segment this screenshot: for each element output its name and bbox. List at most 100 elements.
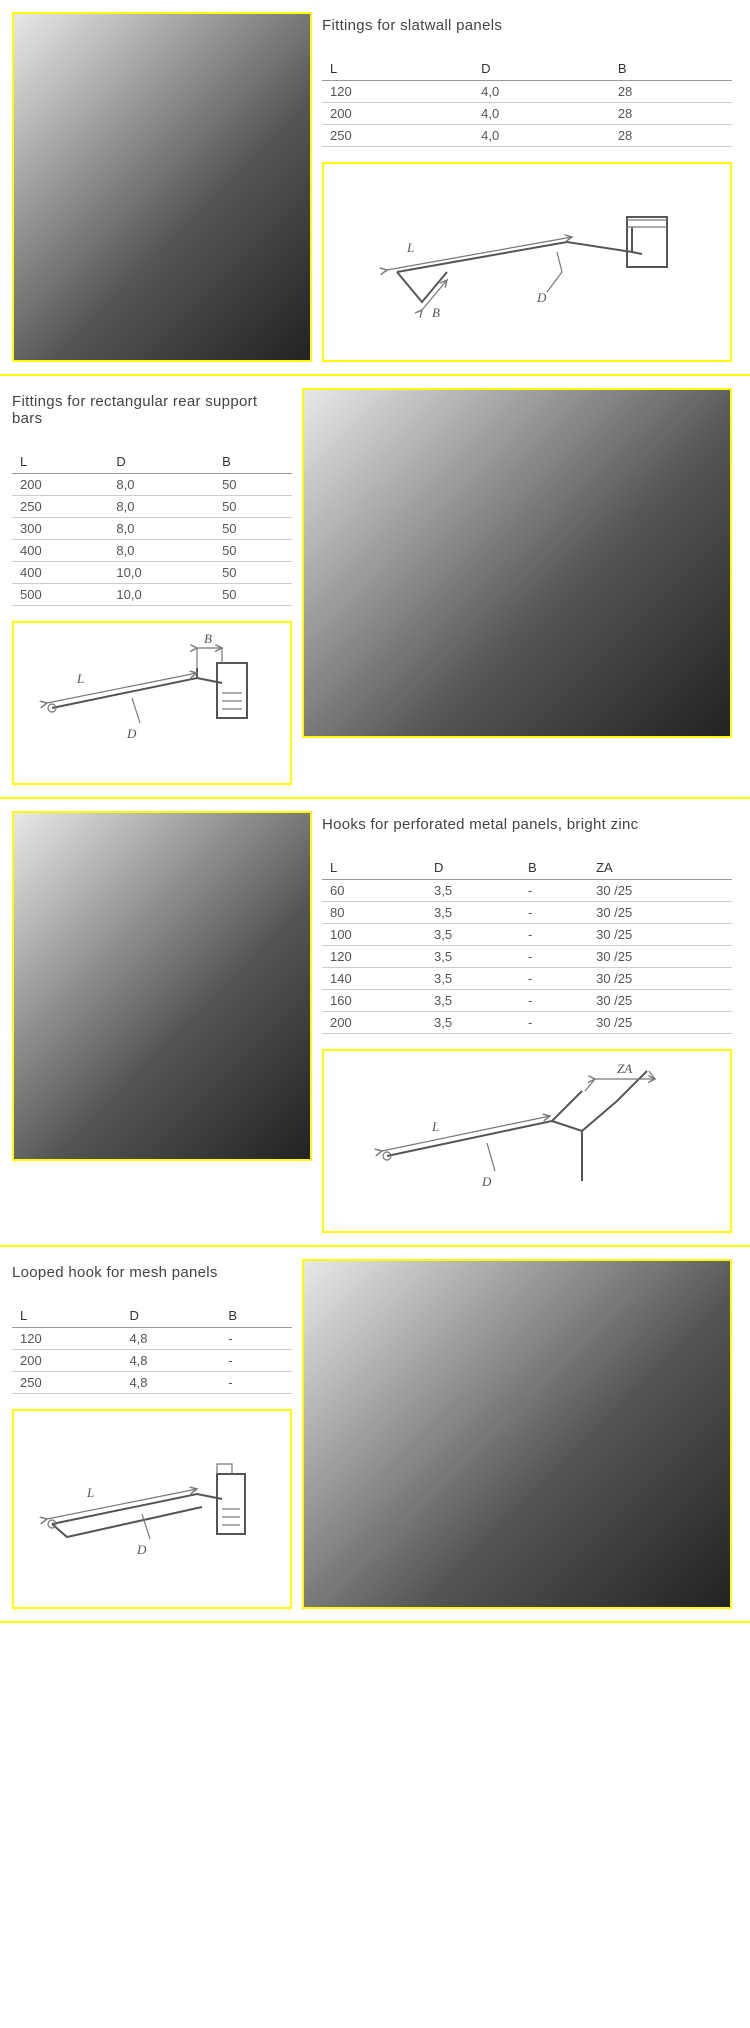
cell: - — [220, 1350, 292, 1372]
cell: - — [520, 990, 588, 1012]
cell: 100 — [322, 924, 426, 946]
table-row: 2508,050 — [12, 496, 292, 518]
cell: 160 — [322, 990, 426, 1012]
cell: - — [520, 924, 588, 946]
product-info: Hooks for perforated metal panels, brigh… — [322, 811, 732, 1233]
cell: 120 — [322, 81, 473, 103]
cell: 50 — [214, 584, 292, 606]
cell: 3,5 — [426, 1012, 520, 1034]
product-block: Looped hook for mesh panelsLDB1204,8-200… — [0, 1247, 750, 1623]
product-block: Hooks for perforated metal panels, brigh… — [0, 799, 750, 1247]
table-row: 1603,5-30 /25 — [322, 990, 732, 1012]
product-title: Hooks for perforated metal panels, brigh… — [322, 811, 732, 841]
table-row: 1204,8- — [12, 1328, 292, 1350]
cell: 60 — [322, 880, 426, 902]
col-header: L — [12, 1304, 121, 1328]
table-row: 3008,050 — [12, 518, 292, 540]
cell: 28 — [610, 81, 732, 103]
cell: 50 — [214, 496, 292, 518]
cell: 3,5 — [426, 924, 520, 946]
table-row: 2004,8- — [12, 1350, 292, 1372]
cell: 250 — [322, 125, 473, 147]
cell: 500 — [12, 584, 108, 606]
product-block: Fittings for slatwall panelsLDB1204,0282… — [0, 0, 750, 376]
table-row: 2003,5-30 /25 — [322, 1012, 732, 1034]
col-header: D — [426, 856, 520, 880]
cell: 120 — [322, 946, 426, 968]
cell: 140 — [322, 968, 426, 990]
svg-text:ZA: ZA — [617, 1061, 632, 1076]
svg-text:L: L — [406, 240, 414, 255]
svg-text:B: B — [204, 631, 212, 646]
cell: - — [520, 1012, 588, 1034]
cell: 30 /25 — [588, 924, 732, 946]
svg-text:D: D — [126, 726, 137, 741]
col-header: ZA — [588, 856, 732, 880]
table-row: 1003,5-30 /25 — [322, 924, 732, 946]
cell: 80 — [322, 902, 426, 924]
cell: 50 — [214, 518, 292, 540]
cell: - — [520, 968, 588, 990]
svg-text:D: D — [136, 1542, 147, 1557]
table-row: 2004,028 — [322, 103, 732, 125]
cell: 3,5 — [426, 946, 520, 968]
col-header: D — [473, 57, 610, 81]
cell: - — [520, 902, 588, 924]
cell: - — [220, 1372, 292, 1394]
dimension-diagram: L B D — [12, 621, 292, 785]
cell: 3,5 — [426, 902, 520, 924]
svg-text:L: L — [76, 671, 84, 686]
spec-table: LDBZA603,5-30 /25803,5-30 /251003,5-30 /… — [322, 856, 732, 1034]
spec-table: LDB 1204,0282004,0282504,028 — [322, 57, 732, 147]
cell: - — [520, 946, 588, 968]
svg-text:D: D — [481, 1174, 492, 1189]
col-header: L — [12, 450, 108, 474]
spec-table: LDB1204,8-2004,8-2504,8- — [12, 1304, 292, 1394]
cell: 50 — [214, 562, 292, 584]
cell: 3,5 — [426, 990, 520, 1012]
cell: 8,0 — [108, 474, 214, 496]
svg-text:D: D — [536, 290, 547, 305]
product-photo — [302, 388, 732, 738]
cell: 400 — [12, 540, 108, 562]
cell: 8,0 — [108, 518, 214, 540]
table-row: 1403,5-30 /25 — [322, 968, 732, 990]
cell: 30 /25 — [588, 1012, 732, 1034]
cell: 10,0 — [108, 562, 214, 584]
svg-text:L: L — [86, 1485, 94, 1500]
product-title: Fittings for slatwall panels — [322, 12, 732, 42]
cell: 8,0 — [108, 540, 214, 562]
product-photo — [12, 811, 312, 1161]
svg-text:B: B — [432, 305, 440, 320]
cell: 28 — [610, 125, 732, 147]
product-info: Looped hook for mesh panelsLDB1204,8-200… — [12, 1259, 292, 1609]
col-header: L — [322, 57, 473, 81]
col-header: B — [610, 57, 732, 81]
cell: - — [520, 880, 588, 902]
table-row: 2008,050 — [12, 474, 292, 496]
col-header: L — [322, 856, 426, 880]
product-photo — [302, 1259, 732, 1609]
dimension-diagram: LD — [12, 1409, 292, 1609]
cell: 30 /25 — [588, 880, 732, 902]
spec-table: LDB2008,0502508,0503008,0504008,05040010… — [12, 450, 292, 606]
cell: 50 — [214, 540, 292, 562]
svg-text:L: L — [431, 1119, 439, 1134]
cell: 4,0 — [473, 81, 610, 103]
cell: 250 — [12, 1372, 121, 1394]
cell: 200 — [12, 1350, 121, 1372]
table-row: 50010,050 — [12, 584, 292, 606]
cell: 30 /25 — [588, 946, 732, 968]
product-info: Fittings for slatwall panelsLDB1204,0282… — [322, 12, 732, 362]
table-row: 2504,8- — [12, 1372, 292, 1394]
product-title: Looped hook for mesh panels — [12, 1259, 292, 1289]
cell: 200 — [322, 1012, 426, 1034]
table-row: 40010,050 — [12, 562, 292, 584]
product-title: Fittings for rectangular rear support ba… — [12, 388, 292, 435]
cell: 4,0 — [473, 103, 610, 125]
cell: 50 — [214, 474, 292, 496]
table-row: 2504,028 — [322, 125, 732, 147]
cell: 120 — [12, 1328, 121, 1350]
cell: 30 /25 — [588, 902, 732, 924]
cell: - — [220, 1328, 292, 1350]
